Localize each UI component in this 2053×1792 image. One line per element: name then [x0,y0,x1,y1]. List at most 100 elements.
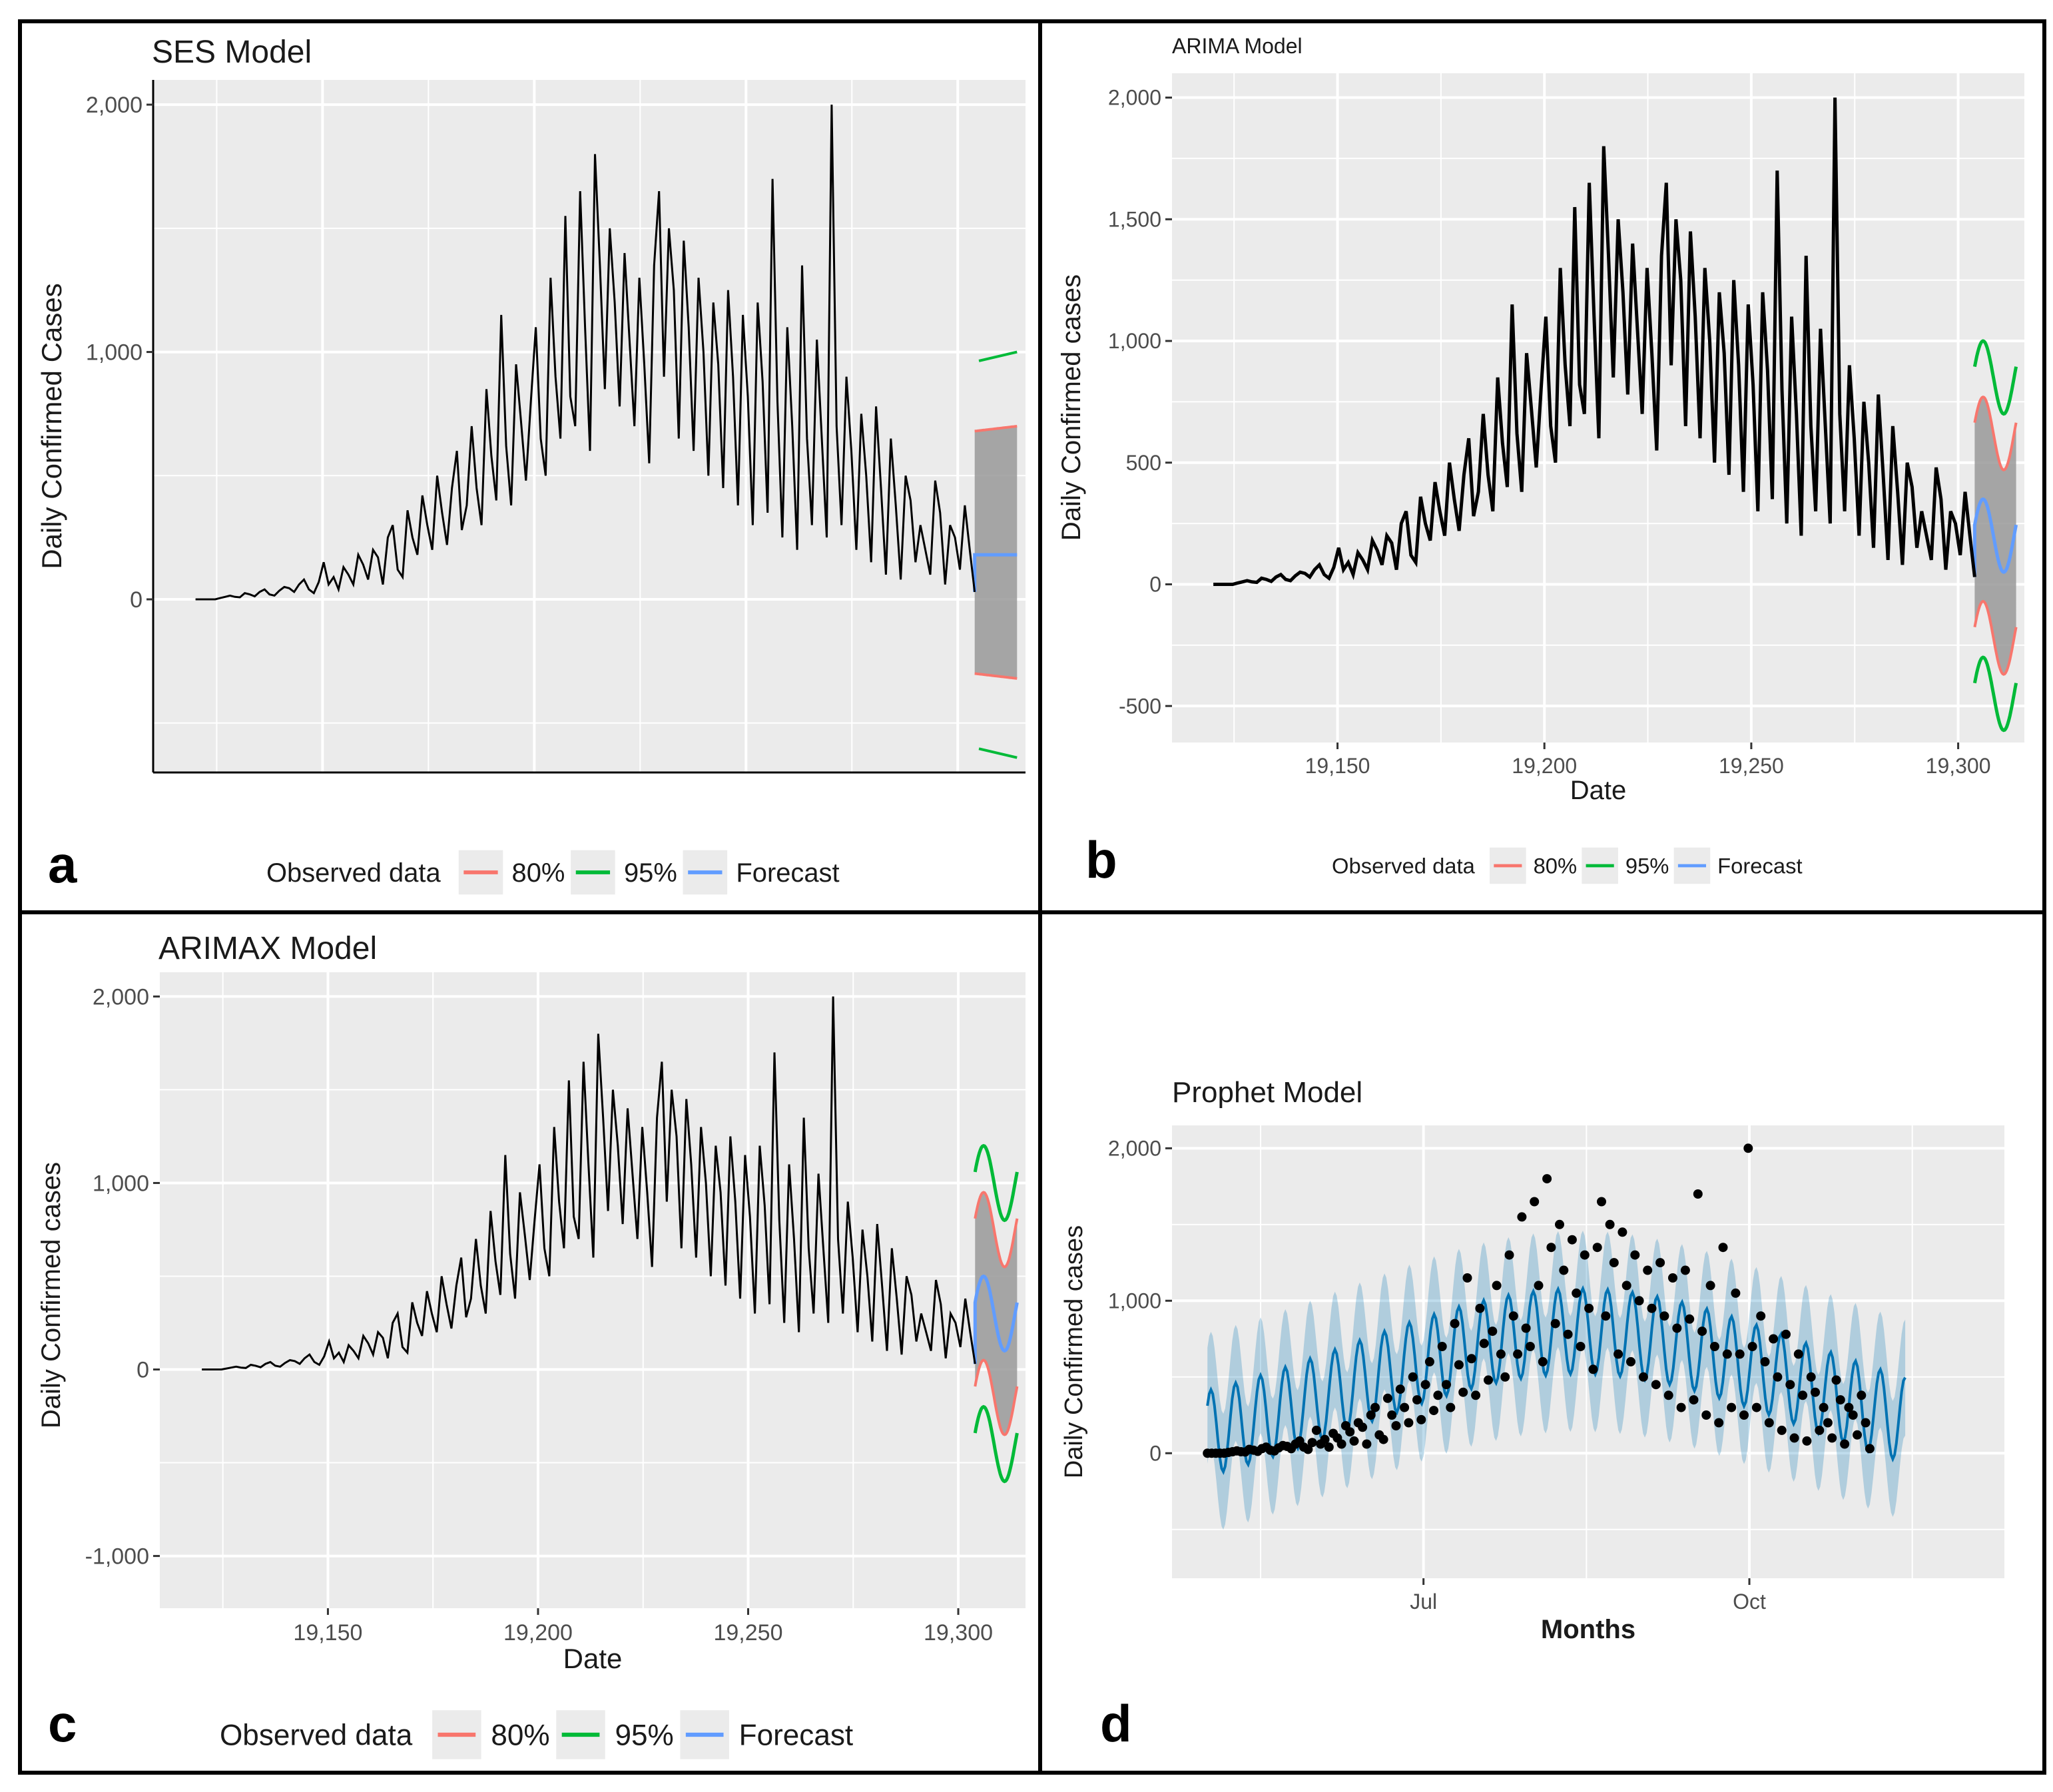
observed-point [1672,1323,1682,1333]
observed-point [1500,1372,1510,1382]
observed-point [1865,1444,1875,1454]
observed-point [1793,1349,1803,1359]
observed-line-a [195,105,976,601]
gridlines-b [1172,73,2024,743]
y-ticks-b: -500 0 500 1,000 1,500 2,000 [1108,86,1172,718]
observed-point [1584,1303,1594,1313]
observed-point [1391,1421,1401,1430]
x-tick-label: Jul [1410,1590,1437,1614]
observed-point [1835,1395,1845,1405]
x-tick-label: Oct [1733,1590,1766,1614]
forecast-b [1972,339,2018,733]
observed-point [1504,1250,1514,1260]
observed-point [1705,1281,1715,1291]
observed-point [1819,1402,1829,1412]
observed-point [1525,1342,1535,1351]
observed-point [1580,1250,1590,1260]
observed-point [1454,1360,1464,1370]
observed-point [1513,1349,1523,1359]
x-tick-label: 19,300 [924,1620,993,1645]
pi80-upper-line [1973,395,2018,471]
legend-entry-label: 95% [1625,853,1669,878]
observed-point [1563,1329,1573,1339]
observed-point [1517,1212,1527,1222]
observed-point [1576,1342,1586,1351]
observed-point [1382,1393,1392,1403]
observed-point [1437,1342,1447,1351]
observed-point [1626,1356,1635,1366]
observed-point [1400,1402,1410,1412]
forecast-mean-line [973,1274,1019,1364]
observed-point [1685,1314,1695,1324]
observed-point [1534,1281,1544,1291]
observed-point [1542,1174,1552,1184]
observed-point [1848,1410,1858,1420]
title-a: SES Model [152,35,312,70]
pi95-lower-line [978,747,1018,759]
observed-point [1370,1402,1380,1412]
observed-point [1471,1390,1481,1400]
panel-letter-d: d [1100,1694,1132,1753]
y-tick-label: 2,000 [93,984,149,1010]
observed-point [1621,1281,1631,1291]
legend-entry-label: 80% [512,858,565,888]
x-tick-label: 19,150 [1305,754,1370,778]
observed-point [1643,1265,1653,1275]
observed-point [1756,1311,1766,1321]
observed-point [1811,1387,1820,1397]
plot-background-c [160,972,1026,1608]
observed-point [1588,1364,1598,1374]
observed-point [1475,1303,1485,1313]
ylabel-a: Daily Confirmed Cases [36,283,67,569]
y-tick-label: 1,000 [1108,1289,1161,1313]
observed-point [1442,1380,1451,1390]
pi80-upper-line [974,1191,1019,1269]
observed-point [1307,1438,1317,1448]
observed-point [1701,1410,1711,1420]
observed-point [1324,1442,1334,1452]
observed-point [1488,1327,1498,1337]
xlabel-d: Months [1541,1615,1635,1644]
observed-point [1378,1434,1388,1444]
y-tick-label: 0 [130,587,143,613]
y-tick-label: 500 [1126,451,1161,475]
y-tick-label: 2,000 [86,93,143,118]
x-ticks-c: 19,150 19,200 19,250 19,300 [293,1608,993,1645]
panel-letter-b: b [1085,830,1117,889]
x-ticks-d: Jul Oct [1410,1578,1766,1614]
observed-point [1508,1311,1518,1321]
observed-point [1815,1425,1825,1435]
observed-point [1735,1349,1745,1359]
observed-point [1592,1243,1602,1253]
observed-point [1362,1439,1372,1449]
observed-point [1655,1258,1665,1268]
y-ticks-a: 0 1,000 2,000 [86,93,153,613]
observed-point [1689,1395,1699,1405]
legend-entry-label: Forecast [1717,853,1802,878]
legend-entry-label: 95% [624,858,677,888]
pi95-upper-line [973,1143,1019,1223]
panel-letter-c: c [48,1694,77,1753]
observed-point [1358,1422,1368,1432]
y-ticks-c: -1,000 0 1,000 2,000 [85,984,160,1569]
observed-point [1853,1430,1862,1440]
observed-point [1320,1434,1330,1444]
y-tick-label: 1,000 [93,1171,149,1196]
observed-point [1462,1273,1472,1283]
observed-point [1751,1402,1761,1412]
ylabel-c: Daily Confirmed cases [37,1162,66,1428]
observed-point [1831,1375,1841,1385]
y-tick-label: 0 [1149,573,1161,597]
legend-title: Observed data [220,1719,413,1751]
observed-point [1798,1390,1808,1400]
observed-point [1550,1319,1560,1329]
observed-point [1718,1243,1728,1253]
observed-point [1709,1342,1719,1351]
panel-a: 0 1,000 2,000 SES Model Daily Confirmed Ca… [36,35,1026,895]
observed-point [1559,1265,1569,1275]
observed-point [1680,1265,1690,1275]
observed-point [1781,1329,1791,1339]
forecast-interval-ribbon [975,1192,1018,1435]
observed-point [1311,1425,1321,1435]
x-tick-label: 19,300 [1926,754,1991,778]
